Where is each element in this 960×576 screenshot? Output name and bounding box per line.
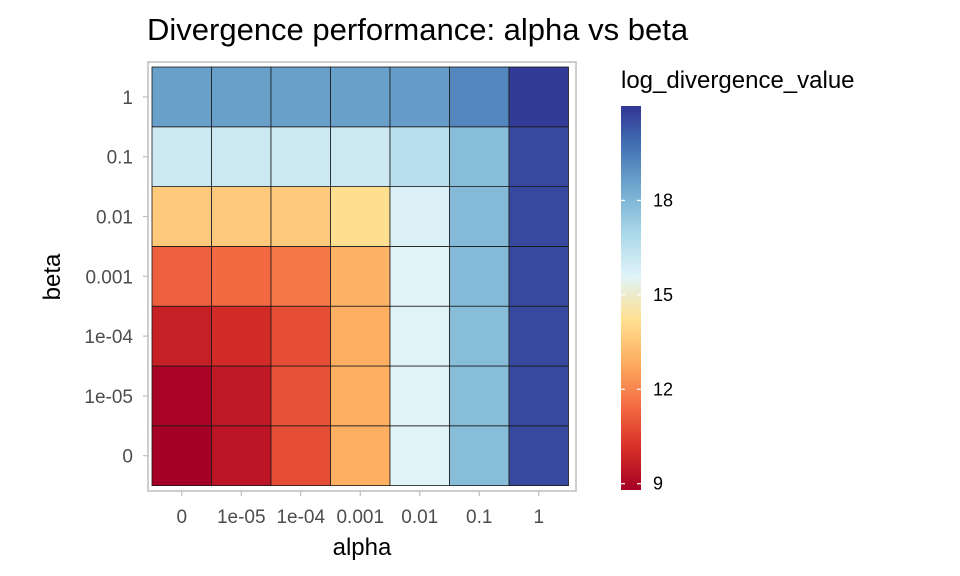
heatmap-cell [389,245,450,307]
heatmap-cell [330,186,391,247]
heatmap-cell [508,126,569,188]
heatmap-cell [330,245,391,307]
heatmap-cell [211,425,272,486]
heatmap-cell [270,245,331,307]
heatmap-cell [449,66,510,128]
heatmap-cell [449,305,510,367]
heatmap-cell [211,126,272,188]
heatmap-cell [389,305,450,367]
legend-title: log_divergence_value [621,67,855,94]
x-tick-label: 0.01 [401,507,438,528]
legend-tick-label: 9 [653,474,663,494]
x-tick-label: 0 [176,507,187,528]
heatmap-cell [389,425,450,486]
x-tick-label: 1e-04 [276,507,325,528]
heatmap-cell [211,365,272,427]
y-tick-label: 0.001 [85,267,133,288]
heatmap-cell [389,186,450,247]
legend-tick-label: 15 [653,285,673,305]
heatmap-cell [151,245,212,307]
heatmap-cell [508,186,569,247]
heatmap-cell [151,186,212,247]
heatmap-cell [270,365,331,427]
heatmap-cell [270,425,331,486]
y-tick-label: 0 [122,447,133,468]
heatmap-cell [211,305,272,367]
heatmap-cell [151,66,212,128]
y-tick-label: 0.01 [96,208,133,229]
chart-title: Divergence performance: alpha vs beta [147,12,689,47]
heatmap-cell [270,126,331,188]
heatmap-cell [330,365,391,427]
heatmap-cell [508,425,569,486]
heatmap-cell [389,365,450,427]
y-tick-label: 0.1 [107,148,133,169]
y-tick-label: 1e-05 [84,387,133,408]
heatmap-cell [270,186,331,247]
x-tick-label: 1 [533,507,544,528]
heatmap-cell [151,305,212,367]
y-tick-label: 1e-04 [84,327,133,348]
heatmap-cell [508,365,569,427]
heatmap-cell [330,425,391,486]
heatmap-cell [211,66,272,128]
heatmap-cell [449,186,510,247]
heatmap-cell [508,305,569,367]
heatmap-cell [151,365,212,427]
x-tick-label: 0.001 [336,507,384,528]
heatmap-cell [508,66,569,128]
heatmap-cell [270,66,331,128]
heatmap-cell [211,186,272,247]
heatmap-cell [449,365,510,427]
x-axis-title: alpha [333,534,392,561]
heatmap-cells [151,66,569,486]
heatmap-cell [449,245,510,307]
heatmap-cell [449,126,510,188]
heatmap-cell [330,66,391,128]
x-tick-label: 0.1 [466,507,492,528]
heatmap-cell [389,126,450,188]
legend-colorbar [621,106,641,490]
heatmap-cell [151,126,212,188]
heatmap-cell [270,305,331,367]
heatmap-cell [389,66,450,128]
legend-tick-label: 18 [653,190,673,210]
legend-ticks: 9 12 15 18 [621,190,673,494]
x-tick-label: 1e-05 [217,507,266,528]
y-axis-title: beta [39,253,66,300]
heatmap-cell [330,305,391,367]
y-tick-label: 1 [122,88,133,109]
legend-tick-label: 12 [653,379,673,399]
heatmap-cell [211,245,272,307]
heatmap-cell [449,425,510,486]
x-axis-ticks: 0 1e-05 1e-04 0.001 0.01 0.1 1 [176,491,544,528]
heatmap-cell [330,126,391,188]
heatmap-cell [151,425,212,486]
y-axis-ticks: 0 1e-05 1e-04 0.001 0.01 0.1 1 [84,88,148,468]
heatmap-cell [508,245,569,307]
